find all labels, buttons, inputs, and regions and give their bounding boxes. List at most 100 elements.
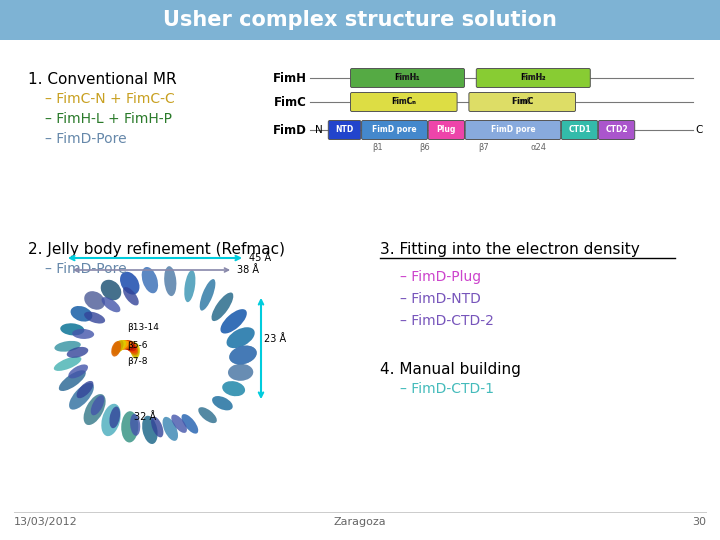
- Ellipse shape: [72, 329, 94, 339]
- Text: – FimD-CTD-2: – FimD-CTD-2: [400, 314, 494, 328]
- Ellipse shape: [163, 417, 178, 441]
- Text: Zaragoza: Zaragoza: [333, 517, 387, 527]
- Text: C: C: [696, 125, 703, 135]
- Ellipse shape: [113, 340, 126, 353]
- Text: 2. Jelly body refinement (Refmac): 2. Jelly body refinement (Refmac): [28, 242, 285, 257]
- Text: – FimD-Pore: – FimD-Pore: [45, 132, 127, 146]
- Ellipse shape: [120, 272, 140, 295]
- Ellipse shape: [164, 266, 176, 296]
- FancyBboxPatch shape: [562, 120, 598, 139]
- FancyBboxPatch shape: [428, 120, 464, 139]
- FancyBboxPatch shape: [351, 69, 464, 87]
- Text: α24: α24: [531, 143, 547, 152]
- Ellipse shape: [122, 340, 136, 351]
- Text: FimD pore: FimD pore: [490, 125, 535, 134]
- Ellipse shape: [84, 291, 105, 310]
- Text: 32 Å: 32 Å: [134, 412, 156, 422]
- FancyBboxPatch shape: [598, 120, 635, 139]
- Text: FimC⁣: FimC⁣: [513, 98, 531, 106]
- Ellipse shape: [127, 340, 138, 355]
- Ellipse shape: [130, 414, 140, 436]
- Ellipse shape: [60, 323, 84, 335]
- Text: Plug: Plug: [436, 125, 456, 134]
- Ellipse shape: [123, 287, 139, 306]
- Text: β7-8: β7-8: [127, 356, 148, 366]
- FancyBboxPatch shape: [361, 120, 428, 139]
- Text: β6: β6: [419, 143, 430, 152]
- Text: 30: 30: [692, 517, 706, 527]
- Text: FimC: FimC: [274, 96, 307, 109]
- Ellipse shape: [199, 279, 215, 310]
- Ellipse shape: [84, 312, 105, 323]
- Text: 45 Å: 45 Å: [249, 253, 271, 263]
- Ellipse shape: [124, 340, 138, 353]
- Text: β1: β1: [372, 143, 383, 152]
- Ellipse shape: [229, 346, 257, 365]
- Ellipse shape: [109, 407, 120, 428]
- Text: NTD: NTD: [336, 125, 354, 134]
- FancyBboxPatch shape: [469, 92, 575, 111]
- Text: 13/03/2012: 13/03/2012: [14, 517, 78, 527]
- Ellipse shape: [227, 327, 255, 348]
- Text: – FimD-Pore: – FimD-Pore: [45, 262, 127, 276]
- Text: β7: β7: [478, 143, 489, 152]
- Text: 4. Manual building: 4. Manual building: [380, 362, 521, 377]
- FancyBboxPatch shape: [477, 69, 590, 87]
- FancyBboxPatch shape: [465, 120, 561, 139]
- Text: – FimD-NTD: – FimD-NTD: [400, 292, 481, 306]
- Text: FimH₁: FimH₁: [397, 73, 418, 83]
- Ellipse shape: [69, 383, 94, 410]
- Ellipse shape: [151, 416, 163, 437]
- Text: N: N: [315, 125, 323, 135]
- Ellipse shape: [184, 270, 195, 302]
- Text: 23 Å: 23 Å: [264, 334, 286, 343]
- Ellipse shape: [102, 297, 120, 312]
- Text: FimD pore: FimD pore: [372, 125, 417, 134]
- Text: 3. Fitting into the electron density: 3. Fitting into the electron density: [380, 242, 640, 257]
- Ellipse shape: [54, 356, 81, 371]
- Ellipse shape: [117, 341, 133, 349]
- Ellipse shape: [114, 340, 129, 351]
- Text: FimH₁: FimH₁: [395, 73, 420, 83]
- Ellipse shape: [212, 293, 233, 321]
- Ellipse shape: [84, 394, 106, 425]
- Ellipse shape: [91, 395, 104, 415]
- Ellipse shape: [112, 340, 124, 355]
- Ellipse shape: [111, 341, 121, 356]
- Text: FimCₙ: FimCₙ: [392, 98, 416, 106]
- Ellipse shape: [198, 407, 217, 423]
- Ellipse shape: [171, 415, 187, 433]
- Text: Usher complex structure solution: Usher complex structure solution: [163, 10, 557, 30]
- Text: β13-14: β13-14: [127, 322, 159, 332]
- Ellipse shape: [142, 267, 158, 293]
- Text: CTD1: CTD1: [568, 125, 591, 134]
- Ellipse shape: [222, 381, 245, 396]
- Ellipse shape: [101, 280, 121, 300]
- Ellipse shape: [131, 343, 140, 359]
- Ellipse shape: [142, 416, 158, 444]
- Ellipse shape: [121, 411, 138, 442]
- Ellipse shape: [120, 340, 135, 350]
- Ellipse shape: [181, 414, 198, 434]
- Ellipse shape: [55, 341, 81, 352]
- Text: β5-6: β5-6: [127, 341, 148, 349]
- Ellipse shape: [68, 364, 88, 379]
- Ellipse shape: [59, 370, 86, 391]
- Ellipse shape: [129, 341, 139, 357]
- Ellipse shape: [220, 309, 247, 334]
- Text: – FimD-CTD-1: – FimD-CTD-1: [400, 382, 494, 396]
- Text: CTD2: CTD2: [606, 125, 628, 134]
- Bar: [0, 0, 720, 40]
- Text: FimCₙ: FimCₙ: [393, 98, 415, 106]
- Ellipse shape: [229, 346, 257, 365]
- Text: FimC⁣: FimC⁣: [511, 98, 533, 106]
- Ellipse shape: [212, 396, 233, 410]
- FancyBboxPatch shape: [328, 120, 361, 139]
- Text: 1. Conventional MR: 1. Conventional MR: [28, 72, 176, 87]
- Ellipse shape: [67, 347, 89, 358]
- Text: FimD: FimD: [273, 124, 307, 137]
- Text: 38 Å: 38 Å: [237, 265, 259, 275]
- Ellipse shape: [102, 404, 121, 436]
- Ellipse shape: [71, 306, 92, 322]
- Ellipse shape: [115, 340, 131, 350]
